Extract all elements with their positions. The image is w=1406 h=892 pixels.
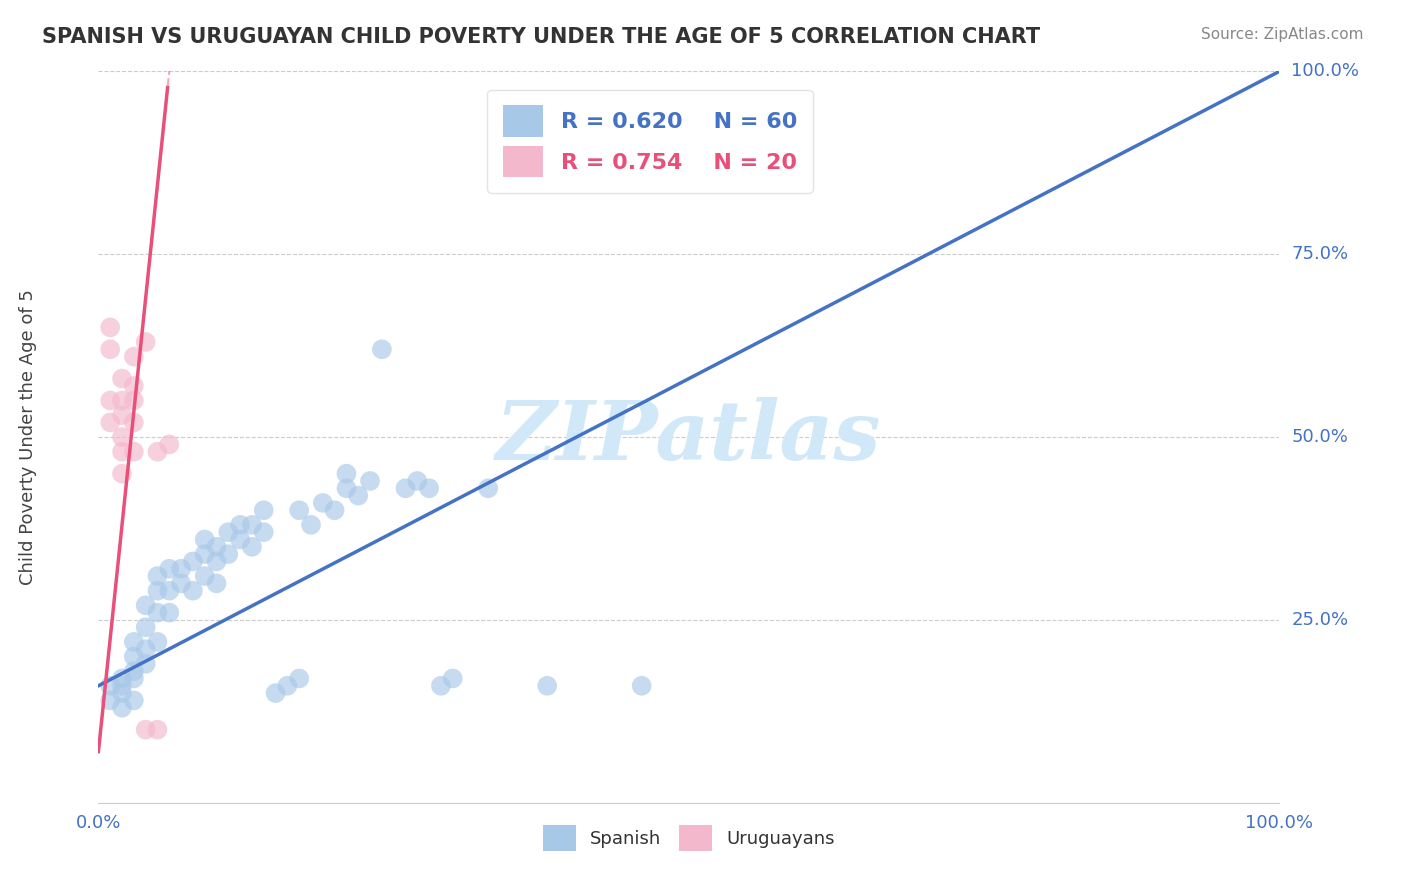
- Point: [205, 540, 228, 554]
- Point: [181, 554, 204, 568]
- Point: [122, 416, 145, 430]
- Point: [288, 503, 311, 517]
- Point: [98, 679, 121, 693]
- Point: [194, 547, 217, 561]
- Point: [146, 635, 169, 649]
- Point: [276, 679, 298, 693]
- Point: [111, 467, 134, 481]
- Point: [347, 489, 370, 503]
- Text: 100.0%: 100.0%: [1291, 62, 1360, 80]
- Point: [312, 496, 335, 510]
- Point: [335, 467, 357, 481]
- Point: [122, 693, 145, 707]
- Point: [406, 474, 429, 488]
- Point: [288, 672, 311, 686]
- Point: [441, 672, 464, 686]
- Point: [122, 393, 145, 408]
- Point: [98, 320, 121, 334]
- Point: [335, 481, 357, 495]
- Point: [170, 576, 193, 591]
- Point: [371, 343, 394, 357]
- Point: [477, 481, 499, 495]
- Point: [359, 474, 381, 488]
- Point: [135, 657, 157, 671]
- Text: Child Poverty Under the Age of 5: Child Poverty Under the Age of 5: [18, 289, 37, 585]
- Point: [418, 481, 440, 495]
- Point: [111, 371, 134, 385]
- Text: 50.0%: 50.0%: [1291, 428, 1348, 446]
- Point: [98, 416, 121, 430]
- Point: [181, 583, 204, 598]
- Point: [170, 562, 193, 576]
- Point: [146, 569, 169, 583]
- Point: [122, 649, 145, 664]
- Point: [146, 606, 169, 620]
- Point: [157, 437, 180, 451]
- Point: [229, 533, 252, 547]
- Point: [122, 444, 145, 458]
- Point: [135, 620, 157, 634]
- Point: [98, 393, 121, 408]
- Point: [135, 599, 157, 613]
- Point: [111, 430, 134, 444]
- Point: [111, 686, 134, 700]
- Point: [157, 606, 180, 620]
- Point: [229, 517, 252, 532]
- Point: [98, 693, 121, 707]
- Point: [536, 679, 558, 693]
- Point: [205, 576, 228, 591]
- Point: [240, 540, 263, 554]
- Point: [394, 481, 416, 495]
- Point: [217, 547, 239, 561]
- Point: [217, 525, 239, 540]
- Point: [111, 393, 134, 408]
- Point: [146, 723, 169, 737]
- Point: [194, 569, 217, 583]
- Point: [630, 679, 652, 693]
- Point: [146, 444, 169, 458]
- Point: [122, 379, 145, 393]
- Point: [98, 343, 121, 357]
- Point: [205, 554, 228, 568]
- Point: [253, 525, 276, 540]
- Text: 75.0%: 75.0%: [1291, 245, 1348, 263]
- Text: 25.0%: 25.0%: [1291, 611, 1348, 629]
- Point: [194, 533, 217, 547]
- Text: ZIPatlas: ZIPatlas: [496, 397, 882, 477]
- Point: [122, 664, 145, 678]
- Point: [135, 334, 157, 349]
- Text: SPANISH VS URUGUAYAN CHILD POVERTY UNDER THE AGE OF 5 CORRELATION CHART: SPANISH VS URUGUAYAN CHILD POVERTY UNDER…: [42, 27, 1040, 46]
- Point: [157, 583, 180, 598]
- Point: [264, 686, 287, 700]
- Point: [430, 679, 453, 693]
- Point: [111, 408, 134, 422]
- Point: [323, 503, 346, 517]
- Point: [240, 517, 263, 532]
- Point: [299, 517, 322, 532]
- Point: [253, 503, 276, 517]
- Point: [157, 562, 180, 576]
- Point: [111, 700, 134, 714]
- Point: [122, 350, 145, 364]
- Point: [111, 679, 134, 693]
- Point: [135, 723, 157, 737]
- Point: [122, 672, 145, 686]
- Point: [111, 444, 134, 458]
- Point: [135, 642, 157, 657]
- Text: Source: ZipAtlas.com: Source: ZipAtlas.com: [1201, 27, 1364, 42]
- Point: [146, 583, 169, 598]
- Point: [111, 672, 134, 686]
- Point: [122, 635, 145, 649]
- Legend: Spanish, Uruguayans: Spanish, Uruguayans: [534, 816, 844, 860]
